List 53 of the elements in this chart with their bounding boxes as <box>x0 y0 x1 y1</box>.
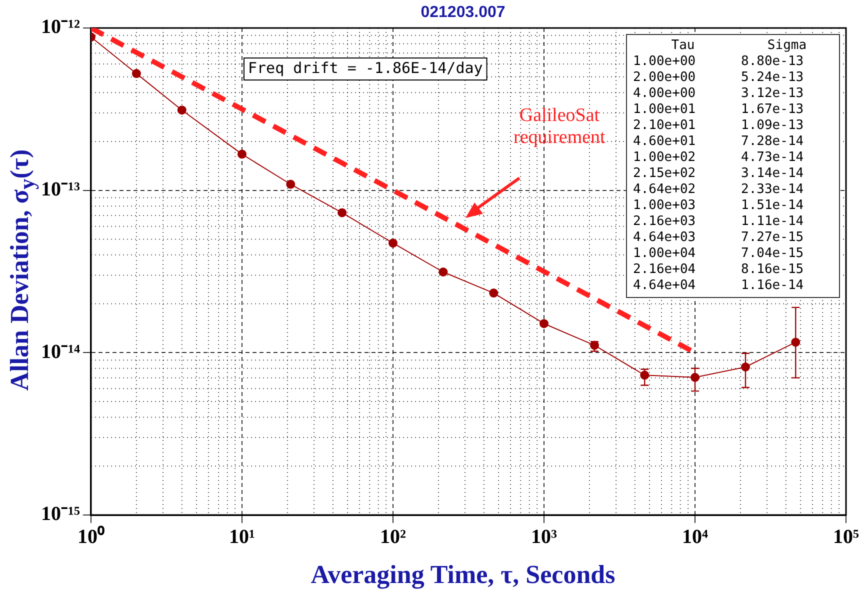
annotation: 2.00e+00 <box>633 70 697 86</box>
annotation: 7.28e-14 <box>740 134 805 150</box>
annotation: 1.09e-13 <box>740 118 805 134</box>
annotation: 1.67e-13 <box>740 102 805 118</box>
annotation: Freq drift = -1.86E-14/day <box>248 58 483 77</box>
annotation: 2.16e+04 <box>633 262 697 278</box>
annotation: 2.33e-14 <box>740 182 805 198</box>
annotation: 1.00e+01 <box>633 102 697 118</box>
annotation: 4.73e-14 <box>740 150 805 166</box>
annotation: 4.64e+03 <box>633 230 697 246</box>
annotation: 7.27e-15 <box>740 230 805 246</box>
annotation: 1.00e+04 <box>633 246 697 262</box>
x-tick-label: 10³ <box>530 526 557 548</box>
annotation: Tau <box>670 38 696 54</box>
point <box>438 268 448 276</box>
annotation: 5.24e-13 <box>740 70 805 86</box>
y-tick-label: 10⁻¹⁵ <box>40 503 80 526</box>
point <box>539 319 548 328</box>
annotation: 1.16e-14 <box>740 278 805 294</box>
y-tick-label: 10⁻¹³ <box>40 178 80 201</box>
chart-title: 021203.007 <box>420 4 506 22</box>
annotation: 2.10e+01 <box>633 118 697 134</box>
x-tick-label: 10⁴ <box>682 526 708 548</box>
text: GalileoSat requirement <box>514 105 606 148</box>
x-tick-label: 10⁵ <box>833 526 859 548</box>
annotation: 1.51e-14 <box>740 198 805 214</box>
annotation: 1.00e+03 <box>633 198 697 214</box>
annotation: 2.15e+02 <box>633 166 697 182</box>
point <box>237 150 246 159</box>
x-axis-title: Averaging Time, τ, Seconds <box>310 560 616 590</box>
annotation: 4.64e+04 <box>633 278 697 294</box>
x-tick-label: 10¹ <box>228 526 255 548</box>
annotation: 1.11e-14 <box>740 214 805 230</box>
point <box>286 180 296 189</box>
point <box>489 288 498 298</box>
annotation: 4.64e+02 <box>633 182 697 198</box>
annotation: 4.60e+01 <box>633 134 697 150</box>
annotation: 2.16e+03 <box>633 214 697 230</box>
point <box>388 238 398 248</box>
y-tick-label: 10⁻¹² <box>40 16 80 38</box>
annotation: 8.80e-13 <box>740 54 805 70</box>
annotation: 7.04e-15 <box>740 246 805 262</box>
annotation: 3.14e-14 <box>740 166 805 182</box>
x-tick-label: 10⁰ <box>77 525 104 548</box>
y-tick-label: 10⁻¹⁴ <box>40 340 80 363</box>
annotation: 1.00e+02 <box>633 150 697 166</box>
annotation: 1.00e+00 <box>633 54 697 70</box>
annotation: 8.16e-15 <box>740 262 805 278</box>
annotation: Sigma <box>766 38 808 54</box>
x-tick-label: 10² <box>380 526 406 548</box>
annotation: 3.12e-13 <box>740 86 805 102</box>
point <box>338 208 347 218</box>
annotation: 4.00e+00 <box>633 86 697 102</box>
